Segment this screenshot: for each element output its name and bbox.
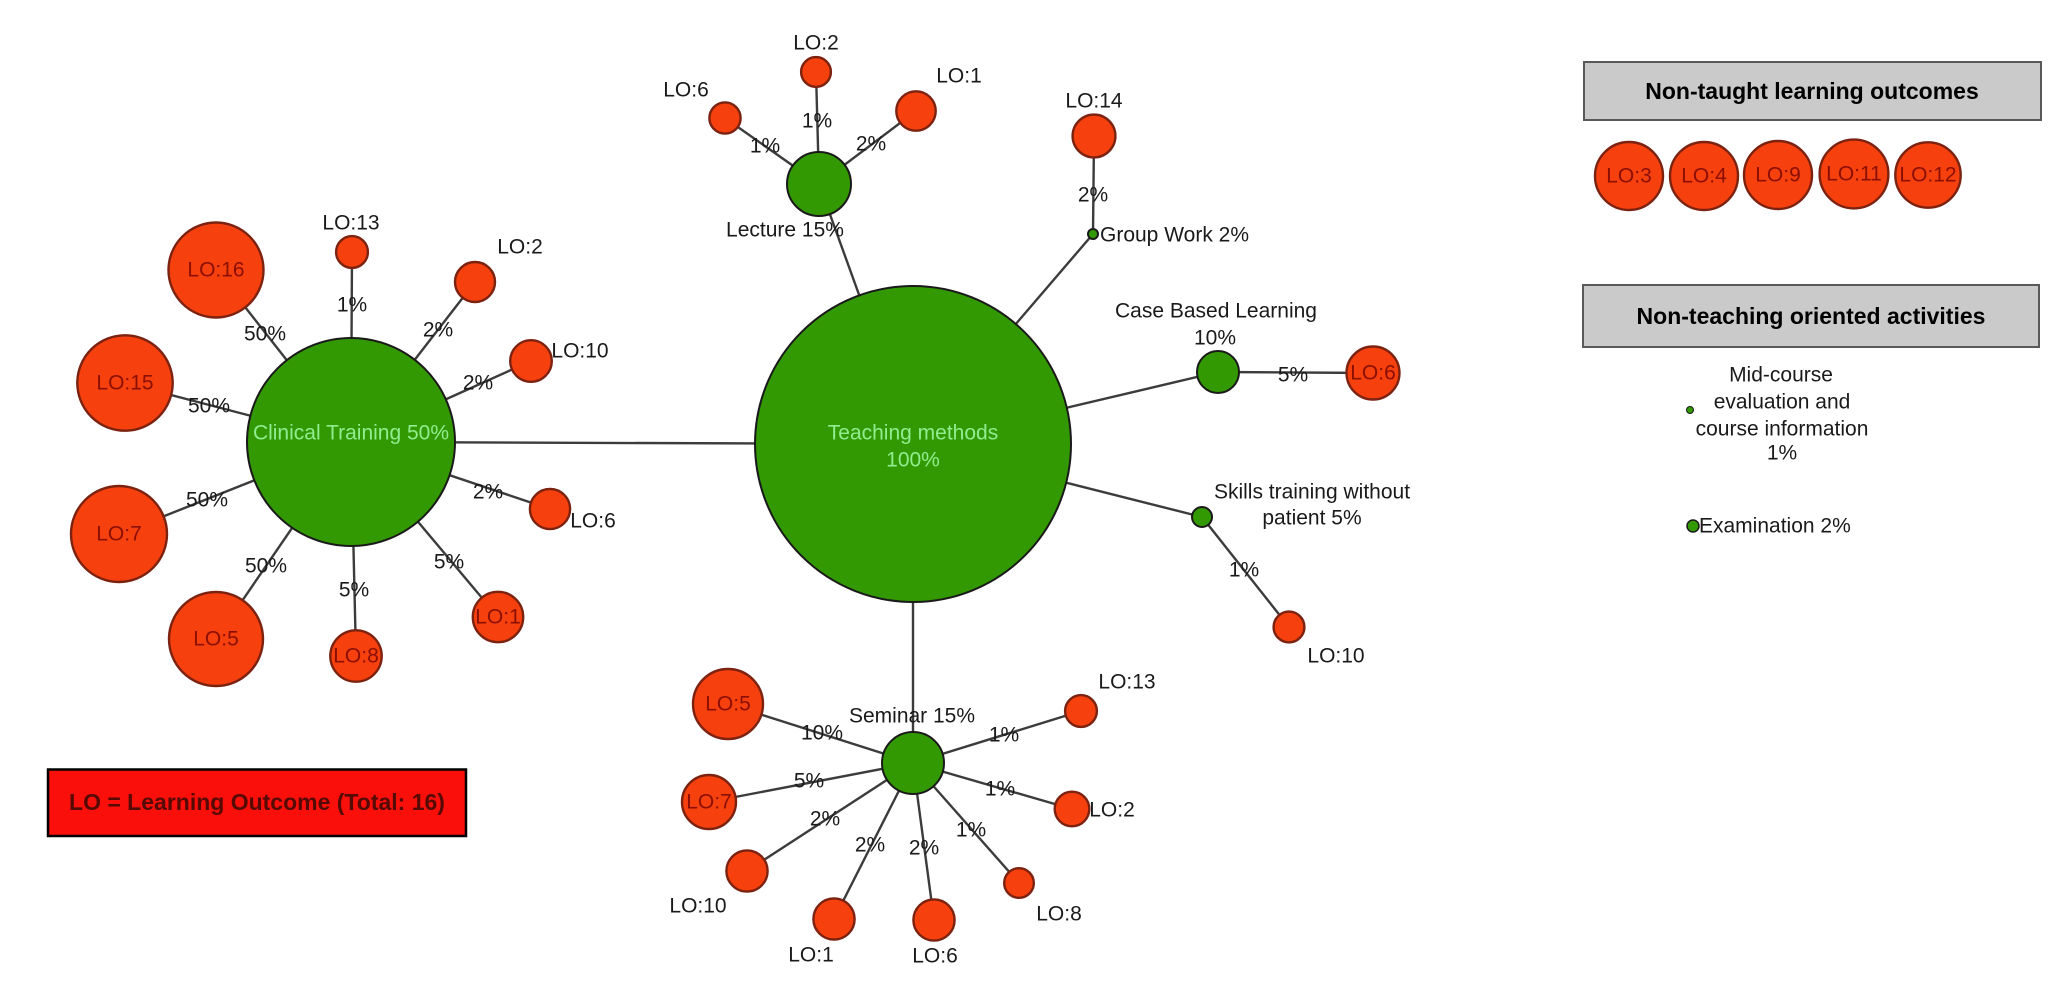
svg-text:LO:2: LO:2 bbox=[1089, 799, 1135, 822]
svg-text:LO:12: LO:12 bbox=[1899, 164, 1956, 187]
svg-text:LO:11: LO:11 bbox=[1826, 163, 1882, 186]
svg-text:Skills training without: Skills training without bbox=[1214, 481, 1410, 504]
svg-text:LO = Learning Outcome (Total:: LO = Learning Outcome (Total: 16) bbox=[69, 789, 445, 815]
svg-text:LO:6: LO:6 bbox=[663, 79, 709, 102]
svg-text:LO:1: LO:1 bbox=[936, 65, 982, 88]
svg-text:LO:13: LO:13 bbox=[322, 212, 379, 235]
svg-text:Teaching methods: Teaching methods bbox=[828, 422, 998, 445]
svg-text:2%: 2% bbox=[463, 372, 493, 395]
svg-text:LO:7: LO:7 bbox=[96, 523, 142, 546]
svg-text:1%: 1% bbox=[989, 724, 1019, 747]
svg-text:Non-teaching oriented activiti: Non-teaching oriented activities bbox=[1637, 303, 1986, 329]
svg-text:Lecture 15%: Lecture 15% bbox=[726, 219, 844, 242]
svg-text:1%: 1% bbox=[956, 819, 986, 842]
svg-text:LO:2: LO:2 bbox=[497, 236, 543, 259]
svg-text:2%: 2% bbox=[856, 133, 886, 156]
svg-text:LO:9: LO:9 bbox=[1755, 164, 1801, 187]
svg-text:evaluation and: evaluation and bbox=[1714, 391, 1851, 414]
svg-text:1%: 1% bbox=[337, 294, 367, 317]
svg-text:1%: 1% bbox=[1229, 559, 1259, 582]
svg-text:Clinical Training 50%: Clinical Training 50% bbox=[253, 422, 449, 445]
svg-text:10%: 10% bbox=[801, 722, 843, 745]
svg-text:LO:10: LO:10 bbox=[669, 895, 726, 918]
svg-text:patient 5%: patient 5% bbox=[1262, 507, 1361, 530]
svg-text:Group Work 2%: Group Work 2% bbox=[1100, 224, 1249, 247]
svg-text:1%: 1% bbox=[802, 110, 832, 133]
svg-text:LO:4: LO:4 bbox=[1681, 165, 1727, 188]
svg-text:LO:2: LO:2 bbox=[793, 32, 839, 55]
svg-text:Case Based Learning: Case Based Learning bbox=[1115, 300, 1317, 323]
svg-text:2%: 2% bbox=[473, 481, 503, 504]
svg-text:5%: 5% bbox=[794, 770, 824, 793]
svg-text:LO:1: LO:1 bbox=[475, 606, 521, 629]
svg-text:Mid-course: Mid-course bbox=[1729, 364, 1833, 387]
svg-text:2%: 2% bbox=[810, 808, 840, 831]
svg-text:LO:13: LO:13 bbox=[1098, 671, 1155, 694]
svg-text:1%: 1% bbox=[985, 778, 1015, 801]
svg-text:LO:5: LO:5 bbox=[193, 628, 239, 651]
svg-text:LO:3: LO:3 bbox=[1606, 165, 1652, 188]
svg-text:LO:5: LO:5 bbox=[705, 693, 751, 716]
svg-text:Examination 2%: Examination 2% bbox=[1699, 515, 1851, 538]
svg-text:LO:7: LO:7 bbox=[686, 791, 732, 814]
svg-text:5%: 5% bbox=[339, 579, 369, 602]
svg-text:5%: 5% bbox=[434, 551, 464, 574]
svg-text:LO:15: LO:15 bbox=[96, 372, 153, 395]
svg-text:LO:1: LO:1 bbox=[788, 944, 834, 967]
svg-text:course information: course information bbox=[1696, 418, 1869, 441]
svg-text:LO:8: LO:8 bbox=[1036, 903, 1082, 926]
svg-text:LO:14: LO:14 bbox=[1065, 90, 1123, 113]
svg-text:LO:16: LO:16 bbox=[187, 259, 244, 282]
svg-text:Seminar 15%: Seminar 15% bbox=[849, 705, 975, 728]
svg-text:2%: 2% bbox=[855, 834, 885, 857]
svg-text:LO:10: LO:10 bbox=[1307, 645, 1364, 668]
svg-text:LO:6: LO:6 bbox=[1350, 362, 1396, 385]
svg-text:10%: 10% bbox=[1194, 327, 1236, 350]
svg-text:LO:6: LO:6 bbox=[912, 945, 958, 968]
svg-text:50%: 50% bbox=[245, 555, 287, 578]
svg-text:LO:10: LO:10 bbox=[551, 340, 608, 363]
svg-text:100%: 100% bbox=[886, 449, 940, 472]
svg-text:Non-taught learning outcomes: Non-taught learning outcomes bbox=[1645, 78, 1979, 104]
svg-text:50%: 50% bbox=[186, 489, 228, 512]
svg-text:2%: 2% bbox=[909, 837, 939, 860]
svg-text:5%: 5% bbox=[1278, 364, 1308, 387]
svg-text:1%: 1% bbox=[750, 135, 780, 158]
svg-text:2%: 2% bbox=[1078, 184, 1108, 207]
svg-text:50%: 50% bbox=[244, 323, 286, 346]
svg-text:LO:6: LO:6 bbox=[570, 510, 616, 533]
svg-text:50%: 50% bbox=[188, 395, 230, 418]
svg-text:1%: 1% bbox=[1767, 442, 1797, 465]
svg-text:2%: 2% bbox=[423, 319, 453, 342]
svg-text:LO:8: LO:8 bbox=[333, 645, 379, 668]
